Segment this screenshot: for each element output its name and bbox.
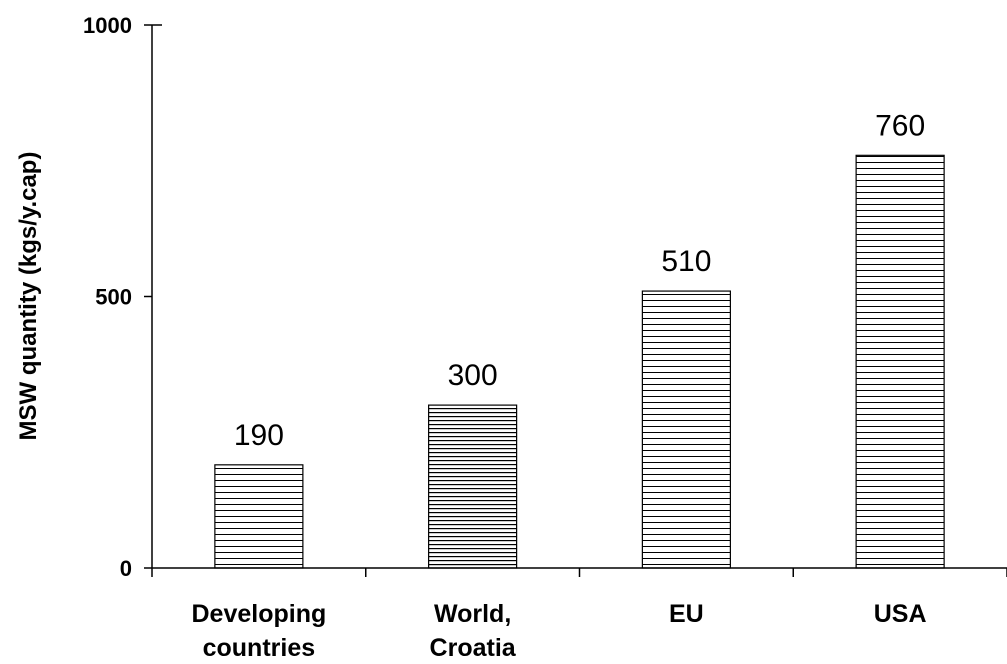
x-category-label: EU [669, 600, 704, 628]
y-axis-ticks: 0 500 1000 [83, 13, 152, 581]
data-label: 760 [875, 109, 925, 142]
x-axis-category-labels: Developing countries World, Croatia EU USA [192, 600, 927, 662]
y-tick-label: 1000 [83, 13, 132, 38]
bar [641, 290, 731, 569]
x-axis-ticks [151, 568, 1007, 577]
data-labels: 190 300 510 760 [234, 109, 925, 452]
y-tick-label: 500 [95, 285, 132, 310]
x-category-label: USA [874, 600, 927, 628]
x-category-label: World, Croatia [430, 600, 517, 662]
x-category-label: Developing countries [192, 600, 327, 662]
bar [214, 464, 304, 569]
y-axis-title: MSW quantity (kgs/y.cap) [15, 152, 42, 441]
bars [214, 154, 945, 569]
bar [428, 404, 518, 569]
bar [855, 154, 945, 569]
data-label: 300 [448, 359, 498, 392]
y-tick-label: 0 [120, 556, 132, 581]
data-label: 190 [234, 419, 284, 452]
data-label: 510 [661, 245, 711, 278]
